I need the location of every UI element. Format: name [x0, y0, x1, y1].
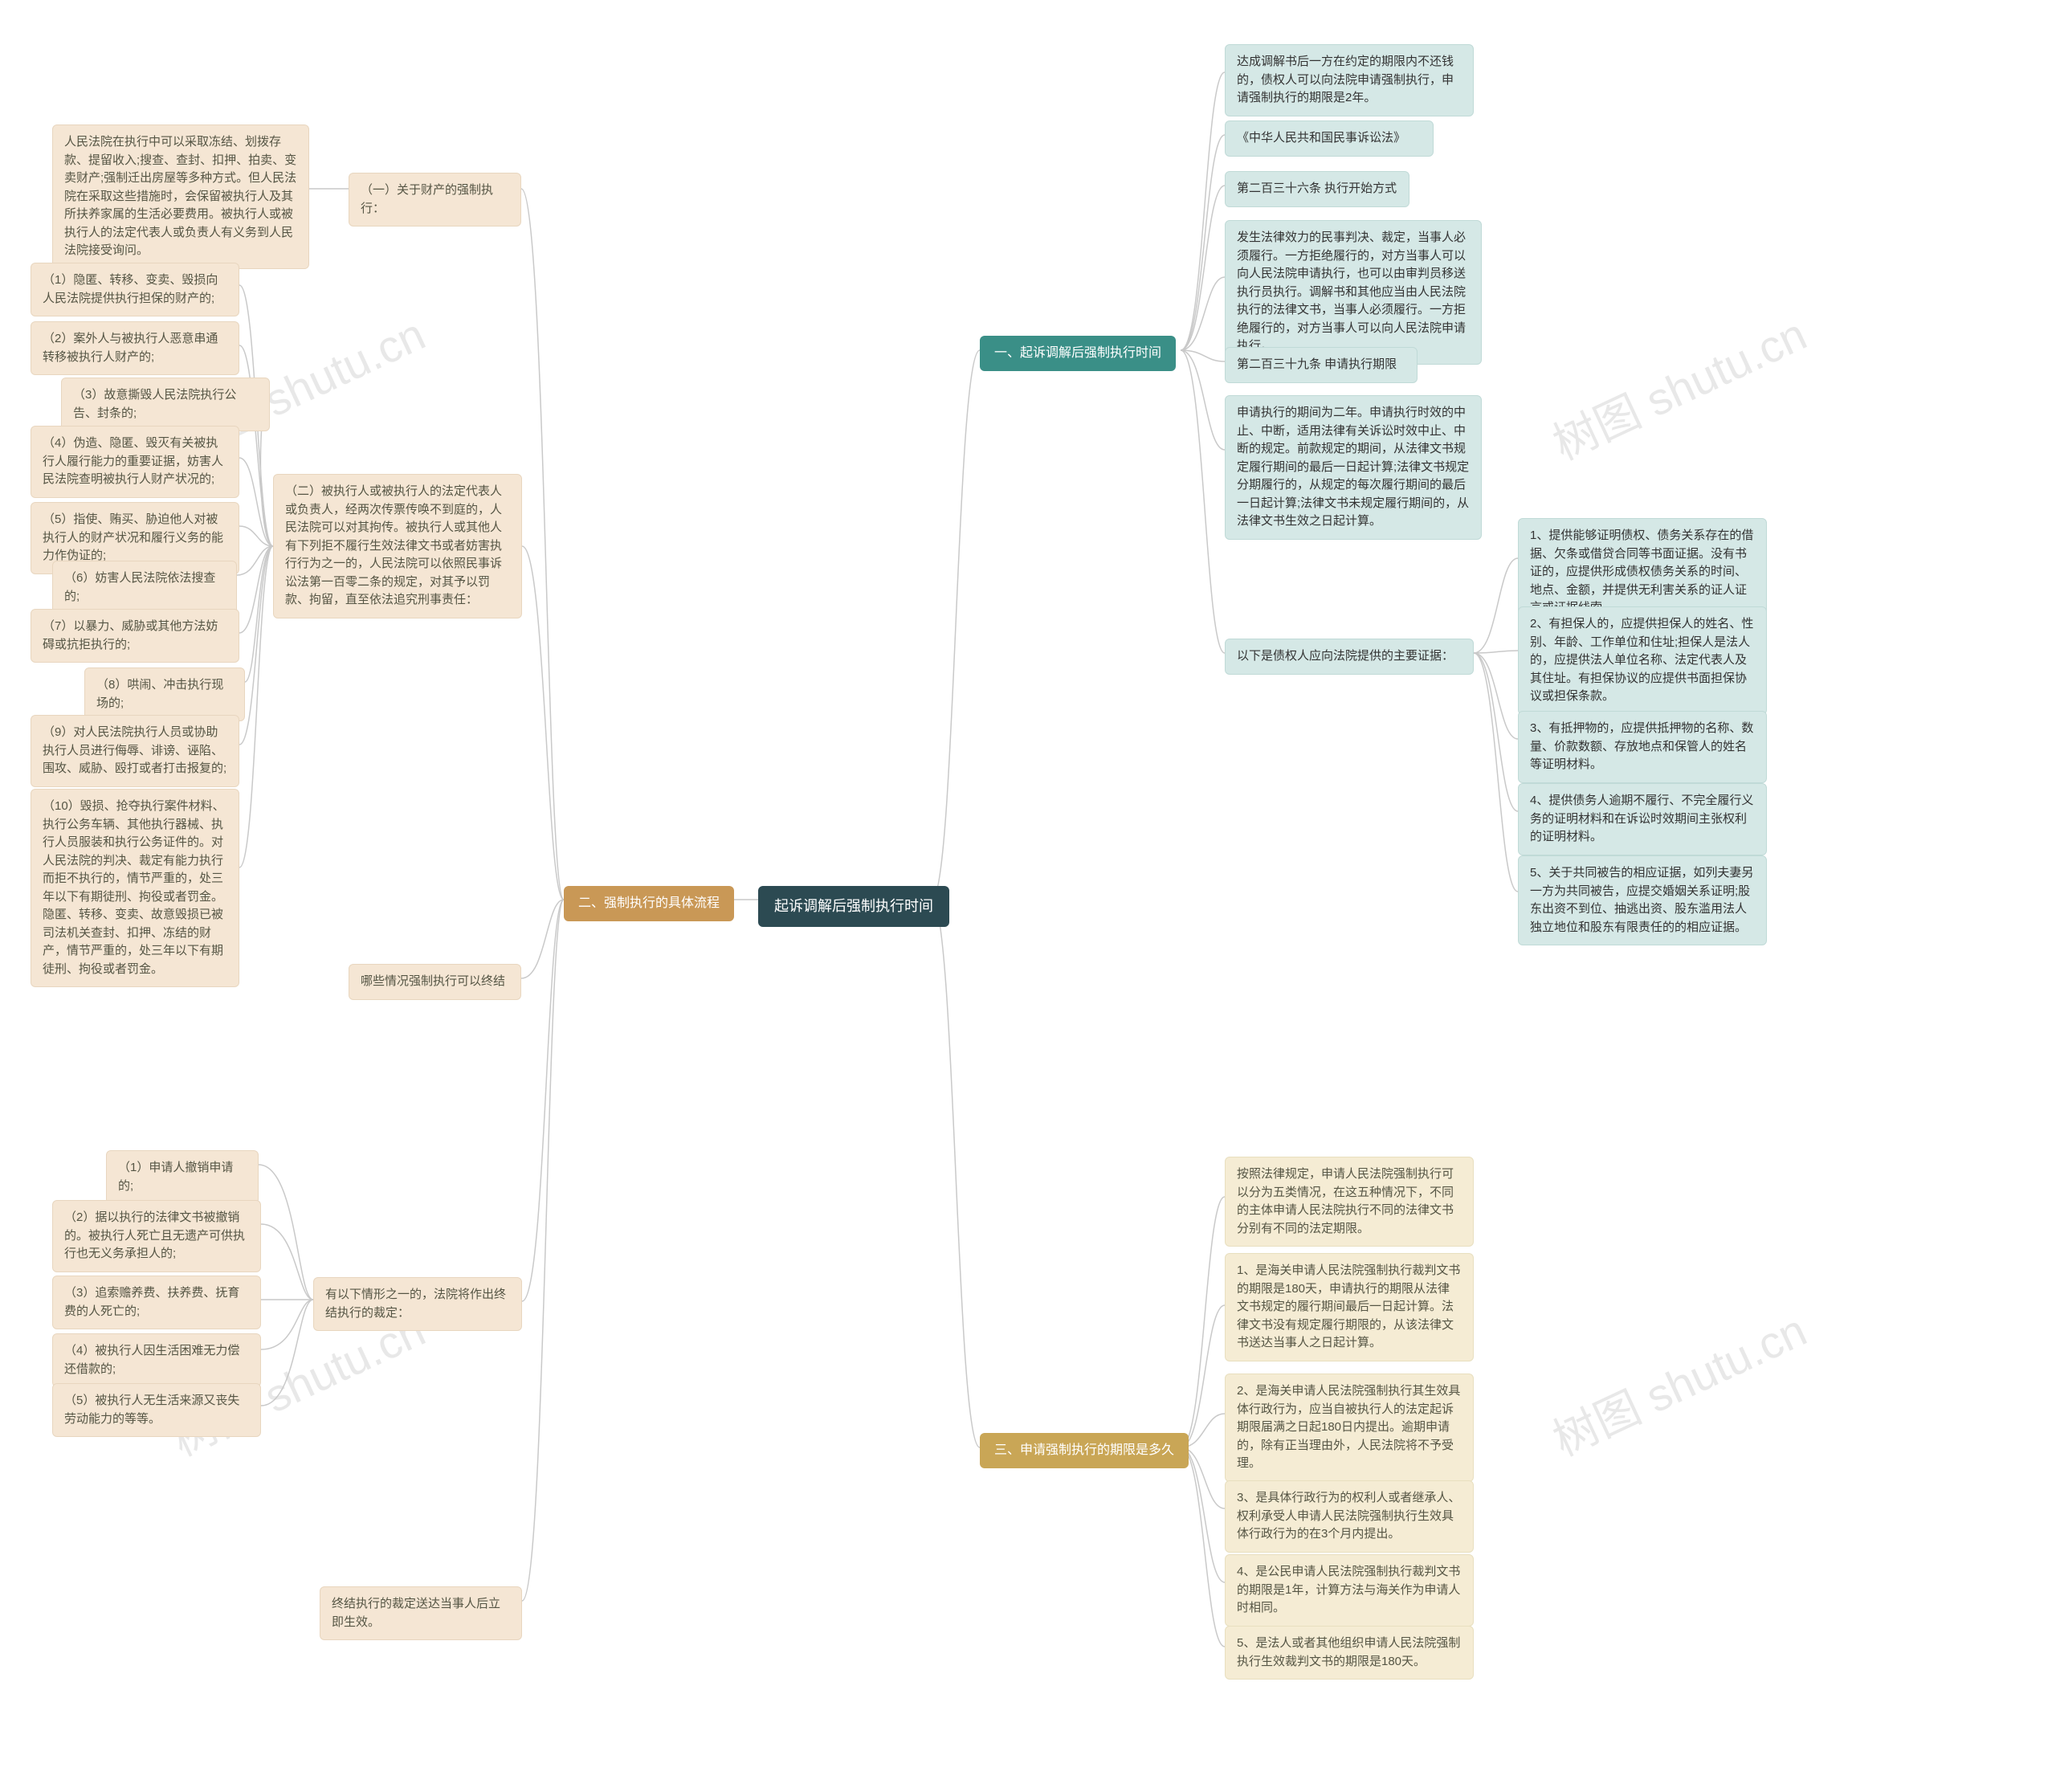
b1-leaf4: 发生法律效力的民事判决、裁定，当事人必须履行。一方拒绝履行的，对方当事人可以向人… [1225, 220, 1482, 365]
b1-sub3: 3、有抵押物的，应提供抵押物的名称、数量、价款数额、存放地点和保管人的姓名等证明… [1518, 711, 1767, 783]
b3-leaf2: 1、是海关申请人民法院强制执行裁判文书的期限是180天，申请执行的期限从法律文书… [1225, 1253, 1474, 1361]
b2-g4-2: （2）据以执行的法律文书被撤销的。被执行人死亡且无遗产可供执行也无义务承担人的; [52, 1200, 261, 1272]
b3-leaf6: 5、是法人或者其他组织申请人民法院强制执行生效裁判文书的期限是180天。 [1225, 1626, 1474, 1680]
b2-g5-label: 终结执行的裁定送达当事人后立即生效。 [320, 1586, 522, 1640]
b2-g2-9: （9）对人民法院执行人员或协助执行人员进行侮辱、诽谤、诬陷、围攻、威胁、殴打或者… [31, 715, 239, 787]
b3-leaf1: 按照法律规定，申请人民法院强制执行可以分为五类情况，在这五种情况下，不同的主体申… [1225, 1157, 1474, 1247]
root-node[interactable]: 起诉调解后强制执行时间 [758, 886, 949, 927]
b2-g4-3: （3）追索赡养费、扶养费、抚育费的人死亡的; [52, 1276, 261, 1329]
b1-leaf6: 申请执行的期间为二年。申请执行时效的中止、中断，适用法律有关诉讼时效中止、中断的… [1225, 395, 1482, 540]
b2-g2-1: （1）隐匿、转移、变卖、毁损向人民法院提供执行担保的财产的; [31, 263, 239, 316]
b2-g2-7: （7）以暴力、威胁或其他方法妨碍或抗拒执行的; [31, 609, 239, 663]
branch2-node[interactable]: 二、强制执行的具体流程 [564, 886, 734, 921]
b1-leaf1: 达成调解书后一方在约定的期限内不还钱的，债权人可以向法院申请强制执行，申请强制执… [1225, 44, 1474, 116]
b1-leaf5: 第二百三十九条 申请执行期限 [1225, 347, 1418, 383]
b2-g1-text: 人民法院在执行中可以采取冻结、划拨存款、提留收入;搜查、查封、扣押、拍卖、变卖财… [52, 125, 309, 269]
b2-g1-label: （一）关于财产的强制执行： [349, 173, 521, 227]
branch3-node[interactable]: 三、申请强制执行的期限是多久 [980, 1433, 1189, 1468]
b3-leaf5: 4、是公民申请人民法院强制执行裁判文书的期限是1年，计算方法与海关作为申请人时相… [1225, 1554, 1474, 1627]
b1-sub2: 2、有担保人的，应提供担保人的姓名、性别、年龄、工作单位和住址;担保人是法人的，… [1518, 606, 1767, 715]
b2-g3-label: 哪些情况强制执行可以终结 [349, 964, 521, 1000]
b3-leaf3: 2、是海关申请人民法院强制执行其生效具体行政行为，应当自被执行人的法定起诉期限届… [1225, 1374, 1474, 1482]
b2-g4-5: （5）被执行人无生活来源又丧失劳动能力的等等。 [52, 1383, 261, 1437]
b2-g2-6: （6）妨害人民法院依法搜查的; [52, 561, 237, 614]
b2-g2-2: （2）案外人与被执行人恶意串通转移被执行人财产的; [31, 321, 239, 375]
watermark: 树图 shutu.cn [1541, 1295, 1816, 1469]
b1-sub5: 5、关于共同被告的相应证据，如列夫妻另一方为共同被告，应提交婚姻关系证明;股东出… [1518, 855, 1767, 945]
b2-g4-1: （1）申请人撤销申请的; [106, 1150, 259, 1204]
b1-leaf3: 第二百三十六条 执行开始方式 [1225, 171, 1409, 207]
b2-g2-10: （10）毁损、抢夺执行案件材料、执行公务车辆、其他执行器械、执行人员服装和执行公… [31, 789, 239, 987]
branch1-node[interactable]: 一、起诉调解后强制执行时间 [980, 336, 1176, 371]
watermark: 树图 shutu.cn [1541, 299, 1816, 473]
b2-g2-3: （3）故意撕毁人民法院执行公告、封条的; [61, 378, 270, 431]
b2-g4-label: 有以下情形之一的，法院将作出终结执行的裁定： [313, 1277, 522, 1331]
b2-g4-4: （4）被执行人因生活困难无力偿还借款的; [52, 1333, 261, 1387]
b2-g2-8: （8）哄闹、冲击执行现场的; [84, 667, 245, 721]
b1-sublabel: 以下是债权人应向法院提供的主要证据： [1225, 639, 1474, 675]
b2-g2-4: （4）伪造、隐匿、毁灭有关被执行人履行能力的重要证据，妨害人民法院查明被执行人财… [31, 426, 239, 498]
b1-sub4: 4、提供债务人逾期不履行、不完全履行义务的证明材料和在诉讼时效期间主张权利的证明… [1518, 783, 1767, 855]
b1-leaf2: 《中华人民共和国民事诉讼法》 [1225, 120, 1434, 157]
b2-g2-label: （二）被执行人或被执行人的法定代表人或负责人，经两次传票传唤不到庭的，人民法院可… [273, 474, 522, 618]
b3-leaf4: 3、是具体行政行为的权利人或者继承人、权利承受人申请人民法院强制执行生效具体行政… [1225, 1480, 1474, 1553]
